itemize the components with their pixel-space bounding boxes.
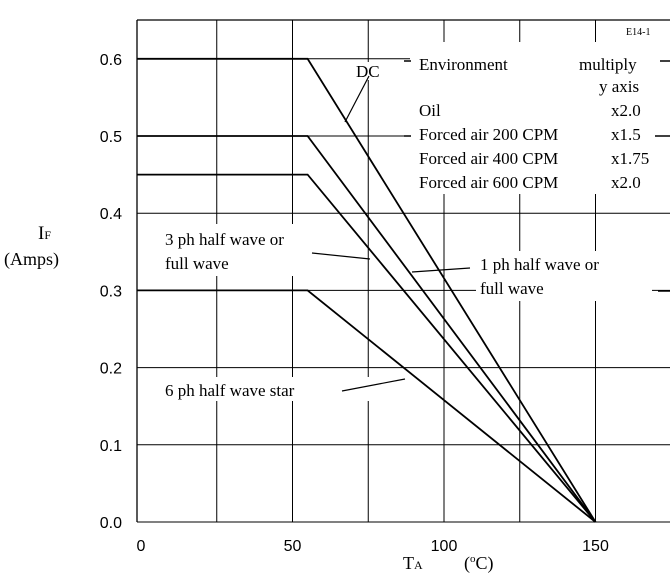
y-tick-label: 0.6	[100, 52, 122, 69]
three-ph-leader	[311, 252, 371, 260]
mult-row-600: x2.0	[611, 173, 641, 192]
env-table-bg	[410, 42, 670, 194]
x-tick-label: 0	[137, 538, 146, 555]
dc-label-bg	[351, 62, 403, 80]
one-ph-label-bg	[476, 251, 652, 301]
mult-header-line1: multiply	[579, 55, 637, 74]
mult-row-200: x1.5	[611, 125, 641, 144]
x-axis-label: TA	[403, 553, 423, 573]
six-ph-label: 6 ph half wave star	[165, 381, 295, 400]
y-tick-label: 0.3	[100, 283, 122, 300]
x-axis-unit-degree: o	[470, 553, 476, 565]
y-axis-label-main: I	[38, 223, 44, 244]
series	[137, 57, 597, 523]
x-tick-label: 50	[284, 538, 302, 555]
y-axis-label-sub: F	[44, 228, 51, 242]
series-line-2	[137, 135, 597, 523]
mult-header-line2: y axis	[599, 77, 639, 96]
x-tick-labels: 0 50 100 150	[137, 538, 609, 555]
y-tick-label: 0.0	[100, 515, 122, 532]
x-axis-unit-close: C)	[476, 553, 494, 574]
env-row-oil: Oil	[419, 101, 441, 120]
env-row-200: Forced air 200 CPM	[419, 125, 558, 144]
three-ph-label-line1: 3 ph half wave or	[165, 230, 284, 249]
y-tick-label: 0.5	[100, 129, 122, 146]
dc-label: DC	[356, 62, 380, 81]
mult-row-oil: x2.0	[611, 101, 641, 120]
one-ph-label-line2: full wave	[480, 279, 544, 298]
environment-table: Environment multiply y axis Oil x2.0 For…	[419, 55, 649, 192]
series-line-3	[137, 173, 597, 523]
three-ph-label-bg	[160, 224, 320, 276]
mult-row-400: x1.75	[611, 149, 649, 168]
six-ph-label-bg	[160, 377, 370, 401]
series-line-4	[137, 289, 597, 523]
x-axis-label-sub: A	[414, 558, 423, 572]
y-tick-label: 0.4	[100, 206, 122, 223]
figure-id: E14-1	[626, 27, 650, 38]
x-axis-unit: (oC)	[464, 553, 494, 574]
env-header: Environment	[419, 55, 508, 74]
y-axis-label: IF	[38, 223, 51, 244]
env-row-600: Forced air 600 CPM	[419, 173, 558, 192]
one-ph-label-line1: 1 ph half wave or	[480, 255, 599, 274]
y-tick-labels: 0.0 0.1 0.2 0.3 0.4 0.5 0.6	[100, 52, 122, 532]
y-axis-unit: (Amps)	[4, 249, 59, 270]
y-tick-label: 0.2	[100, 361, 122, 378]
x-axis-label-main: T	[403, 553, 414, 573]
x-tick-label: 150	[582, 538, 609, 555]
x-axis-unit-open: (	[464, 553, 470, 574]
env-row-400: Forced air 400 CPM	[419, 149, 558, 168]
x-tick-label: 100	[431, 538, 458, 555]
one-ph-leader	[411, 267, 471, 273]
series-line-1	[137, 57, 597, 523]
dc-leader	[344, 75, 370, 123]
three-ph-label-line2: full wave	[165, 254, 229, 273]
six-ph-leader	[341, 378, 406, 392]
y-tick-label: 0.1	[100, 438, 122, 455]
